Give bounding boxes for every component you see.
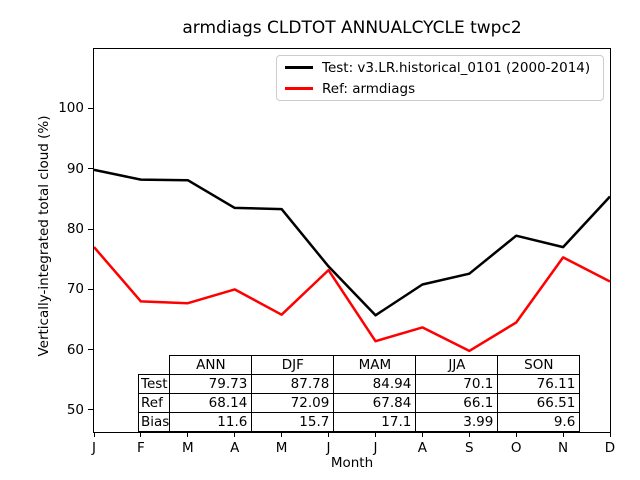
table-cell: 79.73 [169,374,253,394]
x-tick-label: J [373,440,378,456]
x-tick-label: M [275,440,288,456]
table-cell: 17.1 [333,412,417,432]
x-tick [328,433,330,437]
x-tick [421,433,423,437]
table-cell: 11.6 [169,412,253,432]
x-tick-label: D [604,440,616,456]
y-tick [88,228,93,230]
x-tick-label: M [181,440,194,456]
legend-line-sample [285,87,313,90]
x-tick-label: J [326,440,331,456]
table-cell: 15.7 [251,412,335,432]
x-tick [140,433,142,437]
x-tick-label: N [558,440,569,456]
legend-entry-label: Test: v3.LR.historical_0101 (2000-2014) [322,59,591,76]
table-cell: 9.6 [497,412,581,432]
table-row: Test 79.73 87.78 84.94 70.1 76.11 [137,374,581,394]
x-tick-label: A [417,440,427,456]
y-tick-label: 60 [66,341,84,358]
legend-entry: Test: v3.LR.historical_0101 (2000-2014) [277,59,603,77]
table-row-label: Bias [137,412,171,432]
x-tick-label: J [92,440,96,456]
table-cell: 66.1 [415,393,499,413]
x-tick-label: F [137,440,145,456]
x-tick [562,433,564,437]
table-cell: 66.51 [497,393,581,413]
legend: Test: v3.LR.historical_0101 (2000-2014) R… [276,55,604,101]
x-tick [234,433,236,437]
table-row: Ref 68.14 72.09 67.84 66.1 66.51 [137,393,581,413]
legend-entry: Ref: armdiags [277,80,603,98]
y-tick-label: 80 [66,221,84,238]
x-tick [374,433,376,437]
table-header-cell: DJF [251,355,335,375]
chart-title: armdiags CLDTOT ANNUALCYCLE twpc2 [182,18,522,38]
y-tick [88,168,93,170]
table-cell: 70.1 [415,374,499,394]
series-line [94,246,610,353]
table-row-label: Ref [137,393,171,413]
x-tick [93,433,95,437]
x-tick [281,433,283,437]
x-tick-label: S [464,440,474,456]
x-tick [468,433,470,437]
legend-entry-label: Ref: armdiags [322,80,416,97]
table-cell: 68.14 [169,393,253,413]
y-tick [88,349,93,351]
legend-line-sample [285,66,313,69]
table-row-label: Test [137,374,171,394]
series-line [94,168,610,317]
y-tick-label: 100 [58,100,84,117]
table-row: Bias 11.6 15.7 17.1 3.99 9.6 [137,412,581,432]
x-tick-label: O [510,440,522,456]
y-tick-label: 70 [66,281,84,298]
table-cell: 72.09 [251,393,335,413]
stats-table: ANN DJF MAM JJA SON Test 79.73 87.78 84.94 70.1 76… [137,355,581,432]
table-cell: 87.78 [251,374,335,394]
x-tick [515,433,517,437]
line-chart [94,168,610,353]
table-header-cell: ANN [169,355,253,375]
table-cell: 67.84 [333,393,417,413]
y-tick [88,107,93,109]
x-tick [609,433,611,437]
x-tick-label: A [230,440,240,456]
table-cell: 3.99 [415,412,499,432]
table-cell: 76.11 [497,374,581,394]
y-tick-label: 90 [66,160,84,177]
y-tick [88,409,93,411]
x-axis-label: Month [330,455,374,471]
y-tick [88,288,93,290]
table-cell: 84.94 [333,374,417,394]
table-header-cell: JJA [415,355,499,375]
x-tick [187,433,189,437]
table-header-cell: SON [497,355,581,375]
table-corner-cell [139,356,170,375]
table-header-cell: MAM [333,355,417,375]
y-tick-label: 50 [66,401,84,418]
